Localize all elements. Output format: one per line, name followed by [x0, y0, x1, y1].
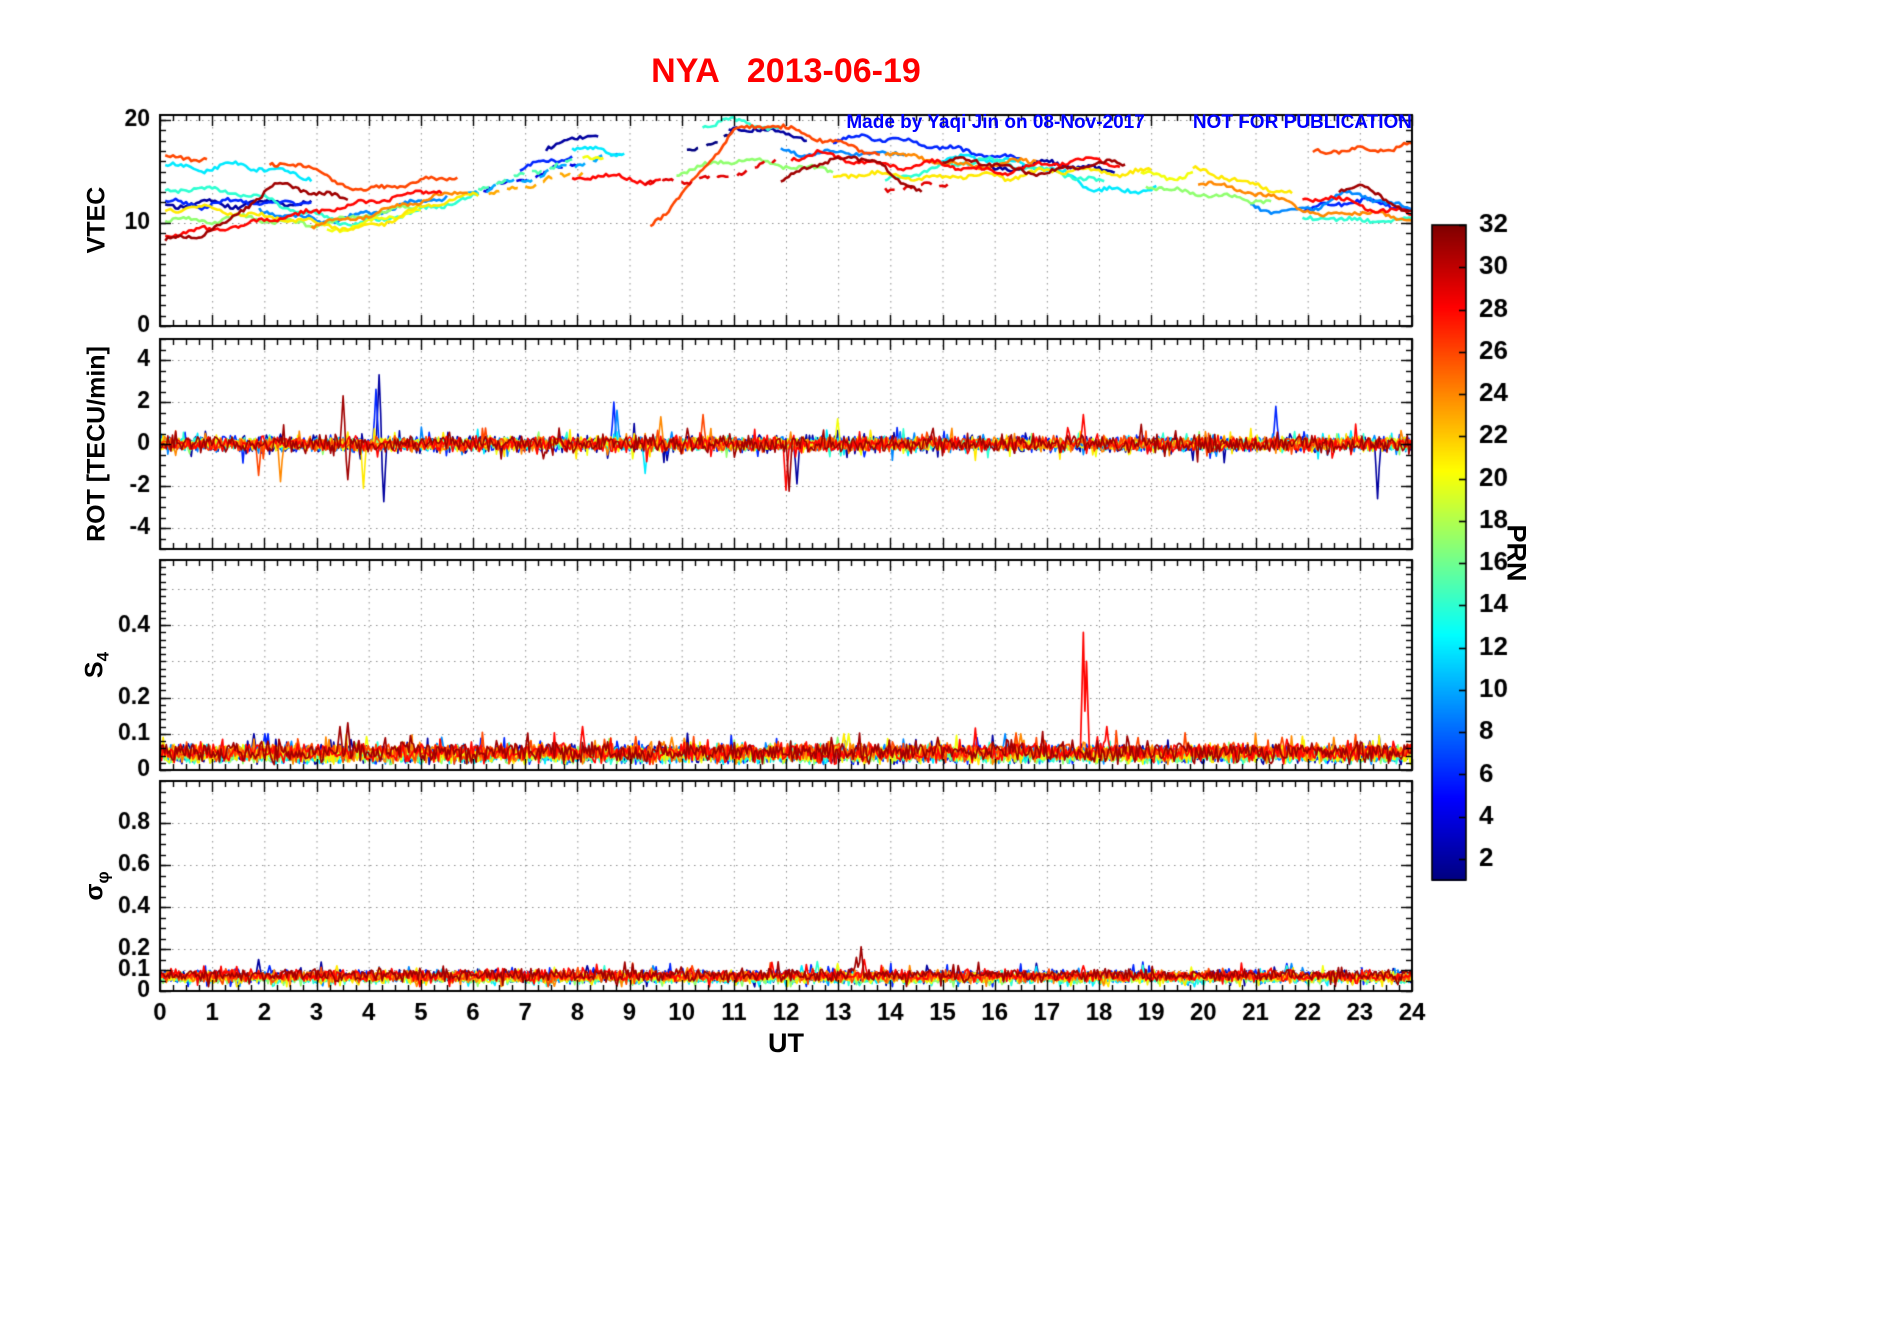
xlabel-ut: UT: [768, 1028, 804, 1058]
not-for-publication-label: NOT FOR PUBLICATION: [1192, 112, 1412, 133]
figure-title: NYA 2013-06-19: [651, 52, 921, 90]
ylabel-sigma-phi: σφ: [80, 871, 113, 901]
ylabel-rot: ROT [TECU/min]: [82, 346, 111, 542]
colorbar-label-prn: PRN: [1501, 524, 1532, 582]
ylabel-s4: S4: [80, 651, 113, 679]
ylabel-vtec: VTEC: [82, 186, 111, 254]
credit-line: Made by Yaqi Jin on 08-Nov-2017 NOT FOR P…: [160, 90, 1412, 156]
made-by-label: Made by Yaqi Jin on 08-Nov-2017: [846, 112, 1145, 133]
